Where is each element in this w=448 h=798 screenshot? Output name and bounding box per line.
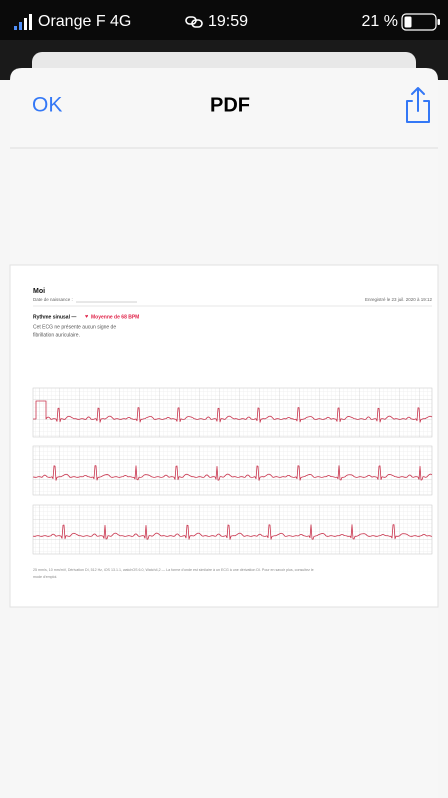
birth-date: Date de naissance : <box>33 297 73 302</box>
ecg-trace <box>33 400 433 423</box>
rhythm: Rythme sinusal — <box>33 314 76 320</box>
ecg-grid <box>32 504 433 555</box>
footer-note: 25 mm/s, 10 mm/mV, Dérivation DI, 512 Hz… <box>33 568 314 572</box>
heart-icon: ♥ <box>85 314 88 320</box>
carrier: Orange F 4G <box>38 13 131 30</box>
footer-note: mode d'emploi. <box>33 575 57 579</box>
ecg-grid <box>32 387 433 438</box>
ecg-trace <box>32 524 433 540</box>
battery-icon <box>401 13 440 31</box>
ok-button[interactable]: OK <box>32 94 62 117</box>
description-line: Cet ECG ne présente aucun signe de <box>33 324 116 330</box>
ecg-trace <box>32 465 433 481</box>
link-icon <box>185 16 203 28</box>
toolbar-title: PDF <box>210 94 250 116</box>
average-bpm: Moyenne de 68 BPM <box>91 314 139 320</box>
description-line: fibrillation auriculaire. <box>33 332 80 338</box>
signal-icon <box>14 14 32 30</box>
time: 19:59 <box>208 13 248 30</box>
patient-name: Moi <box>33 288 45 295</box>
recorded-date: Enregistré le 23 juil. 2020 à 19:12 <box>365 297 433 302</box>
ecg-grid <box>32 445 433 496</box>
battery-level: 21 % <box>362 13 398 30</box>
share-button[interactable] <box>406 87 430 123</box>
ecg-strips <box>32 387 433 555</box>
status-bar <box>0 0 448 40</box>
